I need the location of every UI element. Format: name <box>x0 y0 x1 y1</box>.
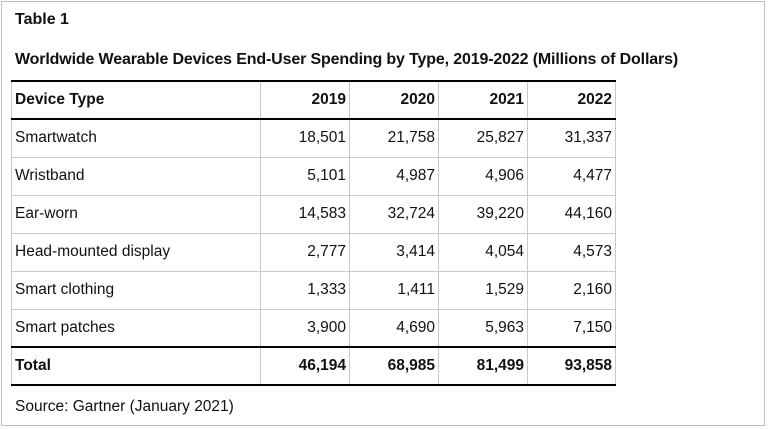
cell-value: 3,414 <box>349 232 439 272</box>
table-row: Ear-worn 14,583 32,724 39,220 44,160 <box>11 194 616 234</box>
column-header-2022: 2022 <box>527 80 616 120</box>
table-row: Smartwatch 18,501 21,758 25,827 31,337 <box>11 118 616 158</box>
total-value: 46,194 <box>260 346 350 386</box>
total-label: Total <box>11 346 261 386</box>
row-device-name: Smartwatch <box>11 118 261 158</box>
cell-value: 25,827 <box>438 118 528 158</box>
column-header-device-type: Device Type <box>11 80 261 120</box>
table-row: Head-mounted display 2,777 3,414 4,054 4… <box>11 232 616 272</box>
total-value: 68,985 <box>349 346 439 386</box>
cell-value: 4,690 <box>349 308 439 348</box>
cell-value: 1,411 <box>349 270 439 310</box>
total-value: 81,499 <box>438 346 528 386</box>
cell-value: 3,900 <box>260 308 350 348</box>
cell-value: 2,160 <box>527 270 616 310</box>
cell-value: 31,337 <box>527 118 616 158</box>
table-header-row: Device Type 2019 2020 2021 2022 <box>11 80 616 120</box>
spending-table: Device Type 2019 2020 2021 2022 Smartwat… <box>11 80 616 386</box>
cell-value: 7,150 <box>527 308 616 348</box>
table-row: Smart patches 3,900 4,690 5,963 7,150 <box>11 308 616 348</box>
column-header-2021: 2021 <box>438 80 528 120</box>
cell-value: 5,963 <box>438 308 528 348</box>
column-header-2020: 2020 <box>349 80 439 120</box>
cell-value: 4,054 <box>438 232 528 272</box>
cell-value: 32,724 <box>349 194 439 234</box>
cell-value: 21,758 <box>349 118 439 158</box>
row-device-name: Ear-worn <box>11 194 261 234</box>
cell-value: 44,160 <box>527 194 616 234</box>
cell-value: 2,777 <box>260 232 350 272</box>
cell-value: 4,477 <box>527 156 616 196</box>
cell-value: 4,987 <box>349 156 439 196</box>
table-number-label: Table 1 <box>15 11 69 28</box>
column-header-2019: 2019 <box>260 80 350 120</box>
cell-value: 14,583 <box>260 194 350 234</box>
cell-value: 4,906 <box>438 156 528 196</box>
source-note: Source: Gartner (January 2021) <box>15 398 234 415</box>
table-title: Worldwide Wearable Devices End-User Spen… <box>15 51 678 68</box>
cell-value: 39,220 <box>438 194 528 234</box>
cell-value: 4,573 <box>527 232 616 272</box>
table-row: Smart clothing 1,333 1,411 1,529 2,160 <box>11 270 616 310</box>
row-device-name: Smart clothing <box>11 270 261 310</box>
table-row: Wristband 5,101 4,987 4,906 4,477 <box>11 156 616 196</box>
cell-value: 1,529 <box>438 270 528 310</box>
cell-value: 1,333 <box>260 270 350 310</box>
row-device-name: Smart patches <box>11 308 261 348</box>
cell-value: 18,501 <box>260 118 350 158</box>
total-value: 93,858 <box>527 346 616 386</box>
row-device-name: Head-mounted display <box>11 232 261 272</box>
row-device-name: Wristband <box>11 156 261 196</box>
total-row: Total 46,194 68,985 81,499 93,858 <box>11 346 616 386</box>
cell-value: 5,101 <box>260 156 350 196</box>
